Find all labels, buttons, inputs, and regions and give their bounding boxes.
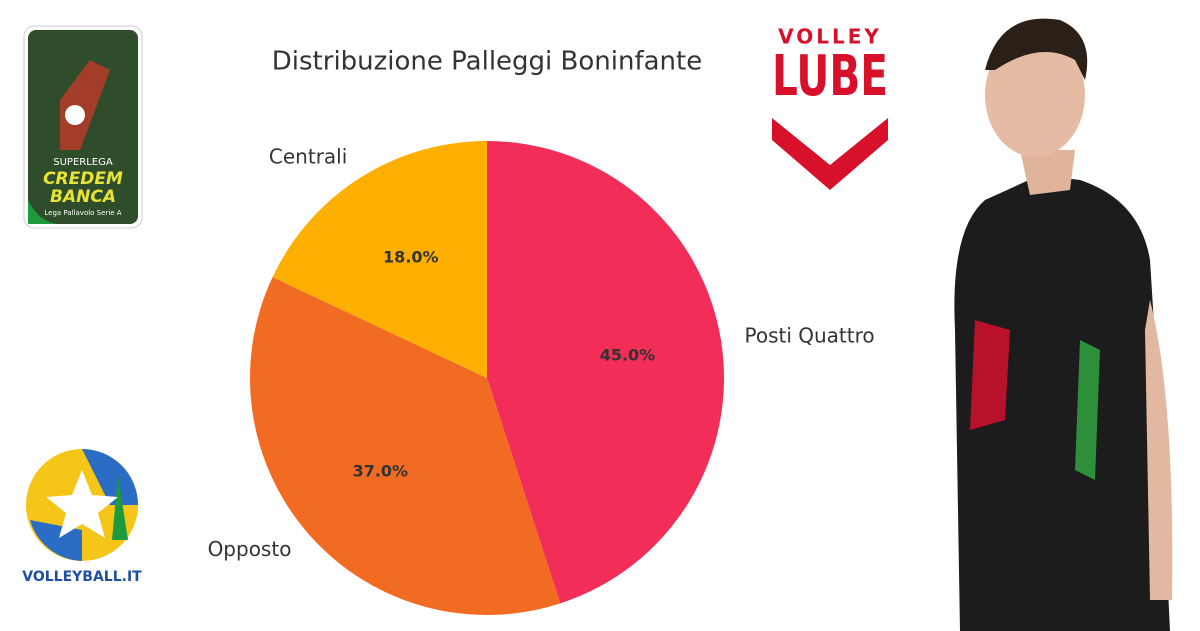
logo-text: CREDEM [43, 169, 123, 189]
value-label: 45.0% [600, 345, 656, 364]
logo-text: BANCA [50, 187, 116, 207]
player-photo [954, 18, 1173, 631]
logo-text: VOLLEYBALL.IT [22, 569, 142, 585]
pie-slice [487, 141, 724, 604]
slice-label: Centrali [269, 144, 347, 168]
value-label: 18.0% [383, 247, 439, 266]
value-label: 37.0% [353, 462, 409, 481]
logo-text: LUBE [772, 44, 888, 109]
pie-slice [272, 141, 487, 378]
slice-label: Opposto [208, 537, 292, 561]
volleyball-logo: VOLLEYBALL.IT [22, 449, 142, 585]
pie-slice [250, 277, 561, 615]
chart-title: Distribuzione Palleggi Boninfante [272, 47, 702, 77]
logo-text: VOLLEY [778, 25, 882, 49]
lube-logo: VOLLEY LUBE [772, 25, 888, 190]
superlega-logo: SUPERLEGA CREDEM BANCA Lega Pallavolo Se… [23, 25, 143, 229]
slice-label: Posti Quattro [744, 324, 874, 348]
logo-text: SUPERLEGA [53, 157, 113, 168]
logo-text: Lega Pallavolo Serie A [44, 209, 121, 217]
